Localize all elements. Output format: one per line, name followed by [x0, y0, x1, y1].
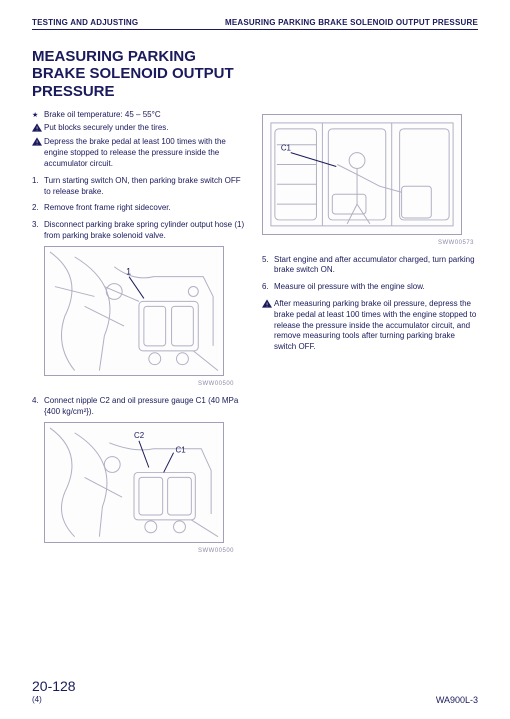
intro-star-text: Brake oil temperature: 45 – 55°C [44, 110, 161, 121]
step-3: Disconnect parking brake spring cylinder… [44, 220, 248, 242]
footer: 20-128 (4) WA900L-3 [32, 678, 478, 705]
header-rule [32, 29, 478, 30]
step-6: Measure oil pressure with the engine slo… [274, 282, 425, 293]
page-number: 20-128 [32, 678, 76, 694]
figure-1-caption: SWW00500 [32, 380, 234, 388]
warning-icon: ! [32, 137, 44, 150]
figure-2: C2 C1 [44, 422, 224, 543]
header-right: MEASURING PARKING BRAKE SOLENOID OUTPUT … [225, 18, 478, 27]
left-column: Brake oil temperature: 45 – 55°C ! Put b… [32, 110, 248, 563]
star-icon [32, 110, 44, 121]
fig3-label-c1: C1 [281, 143, 292, 152]
fig2-label-c2: C2 [134, 431, 144, 440]
step-1: Turn starting switch ON, then parking br… [44, 176, 248, 198]
header-left: TESTING AND ADJUSTING [32, 18, 138, 27]
step-5: Start engine and after accumulator charg… [274, 255, 478, 277]
page-title: MEASURING PARKING BRAKE SOLENOID OUTPUT … [32, 48, 478, 100]
figure-3-caption: SWW00573 [262, 239, 474, 247]
figure-3: C1 [262, 114, 462, 235]
figure-2-caption: SWW00500 [32, 547, 234, 555]
right-warn-text: After measuring parking brake oil pressu… [274, 299, 478, 353]
fig2-label-c1: C1 [176, 446, 187, 455]
warning-icon: ! [262, 299, 274, 312]
step-4: Connect nipple C2 and oil pressure gauge… [44, 396, 248, 418]
intro-warn1-text: Put blocks securely under the tires. [44, 123, 169, 134]
figure-1: 1 [44, 246, 224, 377]
page-sub: (4) [32, 695, 42, 704]
model-code: WA900L-3 [436, 695, 478, 705]
step-2: Remove front frame right sidecover. [44, 203, 171, 214]
warning-icon: ! [32, 123, 44, 136]
intro-warn2-text: Depress the brake pedal at least 100 tim… [44, 137, 248, 169]
right-column: C1 SWW00573 5.Start engine and after acc… [262, 110, 478, 563]
svg-text:1: 1 [126, 266, 131, 276]
